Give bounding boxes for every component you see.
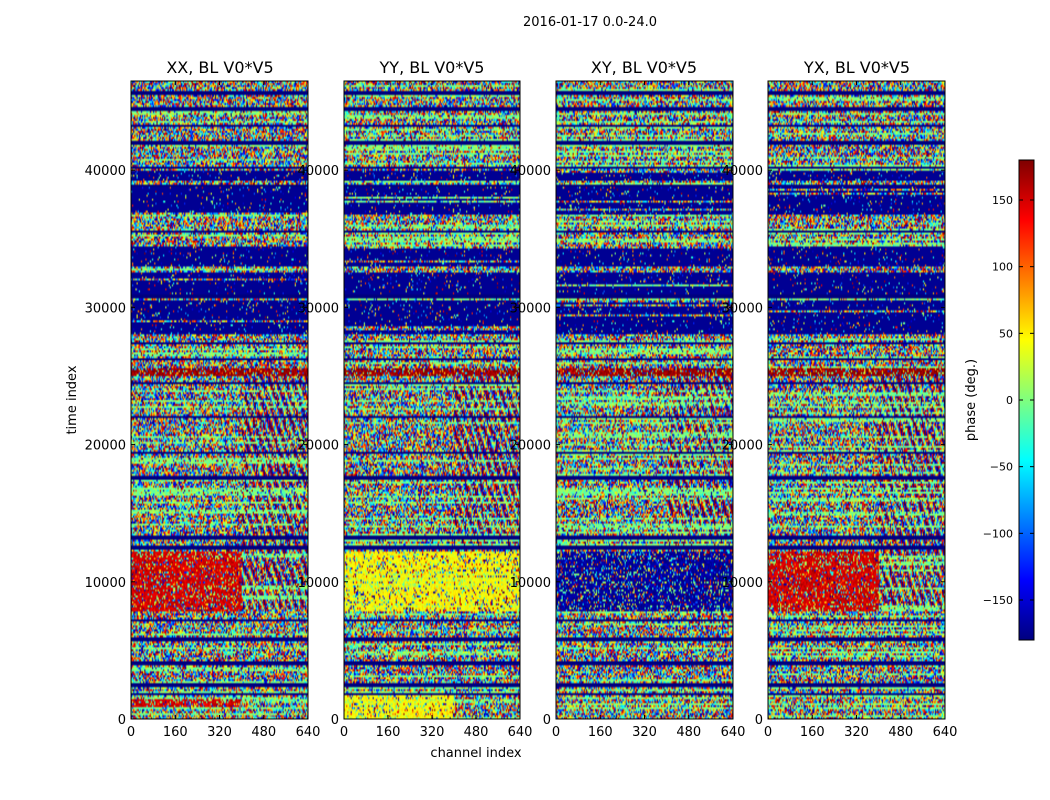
colorbar-tick-label: 0 — [1006, 394, 1013, 407]
y-tick-label: 0 — [331, 713, 339, 728]
y-tick-label: 30000 — [85, 301, 126, 316]
x-tick-label: 320 — [632, 725, 657, 740]
x-tick-label: 160 — [588, 725, 613, 740]
heatmap-image-xx — [131, 81, 308, 719]
heatmap-image-yy — [344, 81, 520, 719]
y-tick-label: 40000 — [85, 164, 126, 179]
panel-xy: XY, BL V0*V5 — [555, 58, 734, 720]
panel-title-yx: YX, BL V0*V5 — [803, 58, 910, 77]
x-tick-label: 480 — [888, 725, 913, 740]
y-tick-label: 10000 — [85, 576, 126, 591]
y-tick-label: 30000 — [298, 301, 339, 316]
x-tick-label: 480 — [251, 725, 276, 740]
heatmap-yy — [344, 81, 520, 719]
x-tick-label: 0 — [127, 725, 135, 740]
x-tick-label: 320 — [207, 725, 232, 740]
x-tick-label: 0 — [764, 725, 772, 740]
colorbar-tick-label: −150 — [983, 594, 1013, 607]
heatmap-yx — [768, 81, 945, 719]
y-axis-label: time index — [65, 365, 80, 434]
y-tick-label: 40000 — [722, 164, 763, 179]
x-tick-label: 160 — [376, 725, 401, 740]
colorbar-tick-label: 150 — [992, 194, 1013, 207]
x-tick-label: 640 — [933, 725, 958, 740]
panel-title-xy: XY, BL V0*V5 — [591, 58, 697, 77]
panel-title-yy: YY, BL V0*V5 — [379, 58, 485, 77]
x-tick-label: 480 — [676, 725, 701, 740]
panel-xx: XX, BL V0*V5 — [130, 58, 309, 720]
x-axis-label: channel index — [430, 746, 521, 761]
heatmap-image-yx — [768, 81, 945, 719]
x-tick-label: 160 — [163, 725, 188, 740]
y-tick-label: 0 — [755, 713, 763, 728]
y-tick-label: 20000 — [722, 439, 763, 454]
y-tick-label: 20000 — [298, 439, 339, 454]
y-tick-label: 20000 — [510, 439, 551, 454]
y-tick-label: 10000 — [510, 576, 551, 591]
y-tick-label: 10000 — [722, 576, 763, 591]
x-tick-label: 640 — [721, 725, 746, 740]
y-tick-label: 10000 — [298, 576, 339, 591]
colorbar-ticks: 150 100 50 0 −50 −100 −150 — [983, 194, 1034, 607]
y-tick-label: 30000 — [510, 301, 551, 316]
colorbar: 150 100 50 0 −50 −100 −150 phase (deg.) — [964, 159, 1035, 641]
y-tick-label: 20000 — [85, 439, 126, 454]
tick-layer: 0 160 320 480 640 0 10000 20000 30000 40000 0 160 32… — [85, 81, 958, 740]
colorbar-tick-label: 100 — [992, 261, 1013, 274]
x-tick-label: 320 — [420, 725, 445, 740]
heatmap-xy — [556, 81, 733, 719]
x-tick-label: 640 — [296, 725, 321, 740]
panel-yx: YX, BL V0*V5 — [767, 58, 946, 720]
x-tick-label: 0 — [552, 725, 560, 740]
x-tick-label: 320 — [844, 725, 869, 740]
colorbar-tick-label: −100 — [983, 527, 1013, 540]
y-tick-label: 30000 — [722, 301, 763, 316]
x-tick-label: 160 — [800, 725, 825, 740]
y-tick-label: 40000 — [510, 164, 551, 179]
y-tick-label: 40000 — [298, 164, 339, 179]
panel-title-xx: XX, BL V0*V5 — [166, 58, 273, 77]
colorbar-label: phase (deg.) — [964, 359, 979, 441]
panel-yy: YY, BL V0*V5 — [343, 58, 521, 720]
y-tick-label: 0 — [543, 713, 551, 728]
heatmap-image-xy — [556, 81, 733, 719]
colorbar-tick-label: −50 — [990, 461, 1013, 474]
colorbar-tick-label: 50 — [999, 327, 1013, 340]
figure-suptitle: 2016-01-17 0.0-24.0 — [523, 15, 657, 30]
heatmap-xx — [131, 81, 308, 719]
x-tick-label: 480 — [464, 725, 489, 740]
y-tick-label: 0 — [118, 713, 126, 728]
x-tick-label: 0 — [340, 725, 348, 740]
x-tick-label: 640 — [508, 725, 533, 740]
